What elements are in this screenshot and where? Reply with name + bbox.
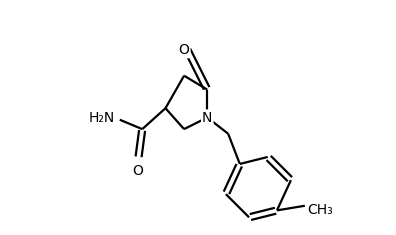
Text: N: N [202, 110, 213, 125]
Text: H₂N: H₂N [88, 110, 114, 125]
Text: O: O [132, 164, 143, 178]
Text: O: O [179, 43, 190, 57]
Text: CH₃: CH₃ [307, 203, 333, 217]
